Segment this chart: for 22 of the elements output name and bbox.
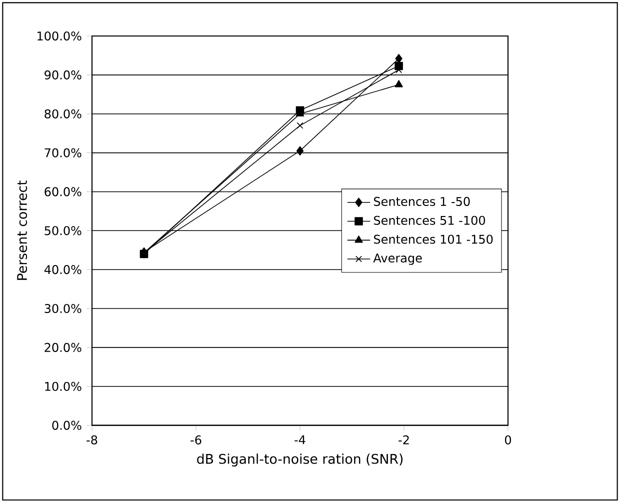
y-tick-label: 80.0% bbox=[44, 109, 82, 119]
y-tick-label: 100.0% bbox=[38, 32, 82, 41]
x-tick-label: -4 bbox=[294, 436, 306, 444]
y-tick-label: 90.0% bbox=[44, 70, 82, 80]
legend-label: Sentences 101 -150 bbox=[374, 234, 493, 244]
y-tick-label: 50.0% bbox=[44, 226, 82, 236]
legend-label: Sentences 51 -100 bbox=[374, 216, 486, 226]
y-axis-title: Persent correct bbox=[17, 180, 28, 280]
x-tick-label: 0 bbox=[504, 436, 512, 445]
legend-label: Average bbox=[373, 254, 422, 266]
x-tick-label: -8 bbox=[86, 436, 98, 445]
x-tick-label: -2 bbox=[398, 436, 409, 444]
y-tick-label: 70.0% bbox=[44, 148, 82, 158]
y-tick-label: 0.0% bbox=[52, 420, 82, 430]
y-tick-label: 10.0% bbox=[45, 382, 82, 392]
y-tick-label: 30.0% bbox=[44, 304, 82, 314]
legend-label: Sentences 1 -50 bbox=[374, 197, 470, 206]
y-tick-label: 40.0% bbox=[44, 265, 82, 274]
y-tick-label: 20.0% bbox=[44, 343, 82, 352]
x-tick-label: -6 bbox=[190, 436, 202, 445]
x-axis-title: dB Siganl-to-noise ration (SNR) bbox=[197, 454, 403, 467]
y-tick-label: 60.0% bbox=[44, 187, 82, 196]
